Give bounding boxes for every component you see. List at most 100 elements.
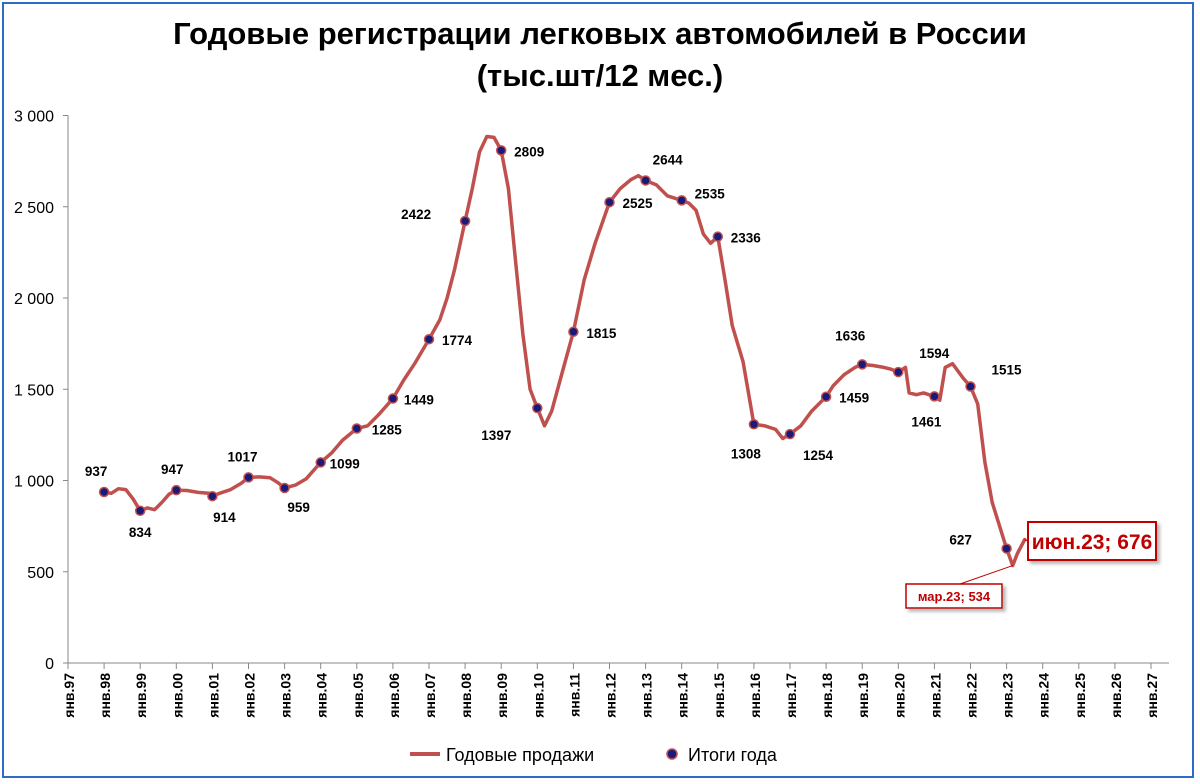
data-label: 1254: [803, 448, 834, 463]
legend-marker-swatch: [666, 748, 678, 760]
year-total-marker: [134, 505, 146, 517]
data-label: 1285: [372, 422, 403, 437]
data-label: 1449: [404, 393, 434, 408]
y-tick-label: 3 000: [14, 109, 54, 126]
x-tick-label: янв.22: [964, 673, 980, 718]
year-total-marker: [423, 333, 435, 345]
x-tick-label: янв.23: [1000, 673, 1016, 718]
series-line-godovye-prodazhi: [102, 134, 1027, 568]
x-tick-label: янв.08: [458, 673, 474, 718]
x-tick-label: янв.10: [530, 673, 546, 718]
annotation-small-label: мар.23; 534: [918, 589, 991, 604]
year-total-marker: [315, 457, 326, 468]
annotation-big-label: июн.23; 676: [1032, 531, 1153, 554]
year-total-marker: [171, 484, 182, 496]
year-total-marker: [820, 391, 832, 402]
data-label: 1459: [839, 391, 869, 406]
data-label: 834: [129, 525, 152, 540]
annotation-box-small: [905, 583, 1003, 609]
chart-subtitle: (тыс.шт/12 мес.): [476, 58, 724, 93]
year-total-marker: [98, 486, 110, 498]
year-total-marker: [459, 215, 471, 227]
data-label: 2525: [622, 196, 653, 211]
data-label: 947: [161, 462, 184, 477]
x-tick-label: янв.24: [1036, 673, 1052, 718]
data-label: 2336: [731, 231, 762, 246]
y-tick-label: 1 000: [14, 474, 54, 491]
x-tick-label: янв.13: [639, 673, 655, 718]
y-tick-label: 0: [45, 656, 54, 673]
x-tick-label: янв.26: [1108, 673, 1124, 718]
year-total-marker: [568, 326, 579, 338]
legend-label-marker: Итоги года: [688, 745, 778, 765]
data-label: 1099: [330, 456, 360, 471]
year-total-marker: [676, 195, 687, 206]
x-tick-label: янв.01: [205, 673, 221, 718]
data-label: 2809: [514, 144, 544, 159]
data-label: 1308: [731, 446, 762, 461]
x-tick-label: янв.99: [133, 673, 149, 718]
year-total-marker: [532, 402, 543, 414]
x-tick-label: янв.19: [855, 673, 871, 718]
data-label: 2535: [695, 186, 726, 201]
data-label: 2644: [653, 152, 684, 167]
year-total-marker: [640, 175, 651, 186]
x-tick-label: янв.04: [314, 673, 330, 718]
data-label: 914: [213, 510, 236, 525]
year-total-marker: [387, 393, 399, 404]
year-total-marker: [712, 231, 724, 242]
year-total-marker: [243, 472, 254, 483]
x-tick-label: янв.02: [242, 673, 258, 718]
chart-title: Годовые регистрации легковых автомобилей…: [173, 16, 1027, 51]
x-tick-label: янв.27: [1144, 673, 1160, 718]
data-label: 937: [85, 464, 108, 479]
data-label: 1017: [227, 449, 257, 464]
data-label: 627: [949, 533, 972, 548]
legend: Годовые продажи Итоги года: [410, 745, 778, 765]
y-tick-label: 2 000: [14, 291, 54, 308]
year-total-marker: [495, 145, 507, 156]
x-tick-label: янв.09: [494, 673, 510, 718]
data-label: 1594: [919, 346, 950, 361]
year-total-marker: [929, 391, 940, 402]
data-label: 1774: [442, 333, 473, 348]
x-tick-label: янв.12: [603, 673, 619, 718]
x-tick-label: янв.15: [711, 673, 727, 718]
x-tick-label: янв.18: [819, 673, 835, 718]
year-total-marker: [965, 381, 976, 392]
annotation-box-big: [1027, 521, 1157, 561]
y-tick-label: 500: [27, 565, 54, 582]
annotation-leader: [959, 565, 1013, 585]
x-tick-label: янв.25: [1072, 673, 1088, 718]
data-label: 2422: [401, 207, 431, 222]
year-total-marker: [207, 490, 218, 502]
data-label: 1461: [911, 414, 942, 429]
x-tick-label: янв.17: [783, 673, 799, 718]
data-label: 1397: [481, 428, 511, 443]
year-total-marker: [784, 428, 796, 440]
year-total-marker: [893, 366, 904, 378]
data-label: 1815: [586, 326, 617, 341]
x-tick-label: янв.07: [422, 673, 438, 718]
x-tick-label: янв.03: [278, 673, 294, 718]
x-tick-label: янв.05: [350, 673, 366, 718]
x-tick-label: янв.00: [169, 673, 185, 718]
legend-label-line: Годовые продажи: [446, 745, 594, 765]
x-tick-label: янв.16: [747, 673, 763, 718]
x-tick-label: янв.20: [891, 673, 907, 718]
data-label: 1515: [991, 363, 1022, 378]
data-label: 1636: [835, 328, 866, 343]
year-total-marker: [604, 196, 615, 208]
year-total-marker: [351, 423, 363, 434]
x-tick-label: янв.21: [927, 673, 943, 718]
y-tick-label: 1 500: [14, 382, 54, 399]
x-tick-label: янв.98: [97, 673, 113, 718]
year-total-marker: [856, 359, 868, 370]
x-tick-label: янв.14: [675, 673, 691, 718]
year-total-marker: [748, 419, 760, 430]
year-total-marker: [1001, 543, 1012, 554]
y-tick-label: 2 500: [14, 200, 54, 217]
x-tick-label: янв.97: [61, 673, 77, 718]
data-label: 959: [287, 500, 310, 515]
